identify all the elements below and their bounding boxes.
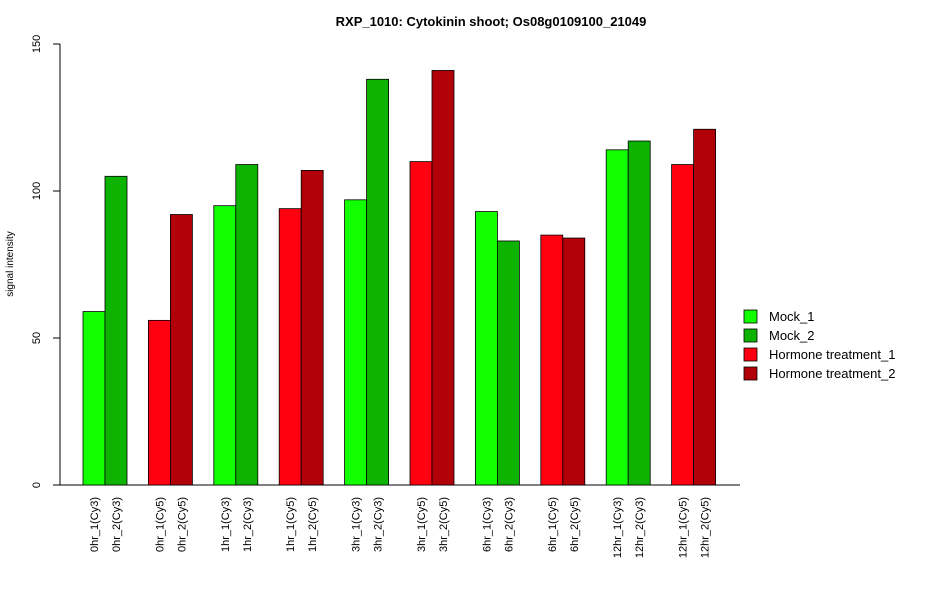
legend-swatch bbox=[743, 347, 758, 362]
legend-swatch bbox=[743, 366, 758, 381]
bar bbox=[540, 234, 564, 486]
x-tick-label: 12hr_2(Cy5) bbox=[700, 497, 712, 558]
x-tick-label: 12hr_2(Cy3) bbox=[634, 497, 646, 558]
x-tick-label: 3hr_1(Cy3) bbox=[351, 497, 363, 552]
bar bbox=[431, 70, 455, 486]
bar bbox=[82, 311, 106, 486]
x-tick-label: 6hr_1(Cy3) bbox=[481, 497, 493, 552]
legend-swatch bbox=[743, 328, 758, 343]
x-tick-label: 1hr_2(Cy3) bbox=[242, 497, 254, 552]
x-tick-label: 1hr_1(Cy5) bbox=[285, 497, 297, 552]
y-tick-label: 50 bbox=[31, 332, 43, 344]
bar bbox=[169, 214, 193, 486]
x-axis-labels: 0hr_1(Cy3) 0hr_2(Cy3) 0hr_1(Cy5) 0hr_2(Cy5)… bbox=[89, 497, 712, 558]
x-tick-label: 3hr_2(Cy3) bbox=[373, 497, 385, 552]
bar bbox=[627, 140, 651, 486]
x-tick-label: 0hr_1(Cy5) bbox=[154, 497, 166, 552]
y-tick-label: 150 bbox=[31, 35, 43, 53]
x-tick-label: 0hr_2(Cy5) bbox=[176, 497, 188, 552]
legend-label: Mock_2 bbox=[769, 328, 815, 343]
x-tick-label: 1hr_2(Cy5) bbox=[307, 497, 319, 552]
x-tick-label: 1hr_1(Cy3) bbox=[220, 497, 232, 552]
bar bbox=[693, 128, 716, 486]
bar bbox=[213, 205, 237, 486]
y-axis-label: signal intensity bbox=[5, 231, 16, 297]
x-tick-label: 6hr_2(Cy5) bbox=[569, 497, 581, 552]
y-tick-label: 100 bbox=[31, 182, 43, 200]
legend-swatch bbox=[743, 309, 758, 324]
bar bbox=[474, 211, 498, 486]
x-tick-label: 12hr_1(Cy3) bbox=[612, 497, 624, 558]
x-tick-label: 3hr_1(Cy5) bbox=[416, 497, 428, 552]
legend-label: Mock_1 bbox=[769, 309, 815, 324]
bar-series bbox=[82, 70, 716, 486]
legend-label: Hormone treatment_1 bbox=[769, 347, 895, 362]
legend: Mock_1 Mock_2 Hormone treatment_1 Hormone t… bbox=[743, 309, 895, 381]
legend-label: Hormone treatment_2 bbox=[769, 366, 895, 381]
bar bbox=[104, 175, 128, 486]
x-tick-label: 6hr_2(Cy3) bbox=[503, 497, 515, 552]
x-tick-label: 3hr_2(Cy5) bbox=[438, 497, 450, 552]
bar bbox=[496, 240, 520, 486]
chart-title: RXP_1010: Cytokinin shoot; Os08g0109100_… bbox=[336, 14, 647, 29]
x-tick-label: 12hr_1(Cy5) bbox=[678, 497, 690, 558]
x-tick-label: 6hr_1(Cy5) bbox=[547, 497, 559, 552]
y-tick-label: 0 bbox=[31, 482, 43, 488]
x-tick-label: 0hr_2(Cy3) bbox=[111, 497, 123, 552]
bar bbox=[300, 170, 324, 486]
bar bbox=[409, 161, 433, 486]
bar bbox=[366, 78, 390, 486]
bar bbox=[671, 164, 694, 486]
bar bbox=[562, 237, 586, 486]
y-axis-ticks: 0 50 100 150 bbox=[31, 35, 60, 488]
bar bbox=[147, 319, 171, 486]
bar bbox=[344, 199, 368, 486]
bar bbox=[278, 208, 302, 486]
x-tick-label: 0hr_1(Cy3) bbox=[89, 497, 101, 552]
bar bbox=[605, 149, 629, 486]
bar bbox=[235, 164, 259, 486]
